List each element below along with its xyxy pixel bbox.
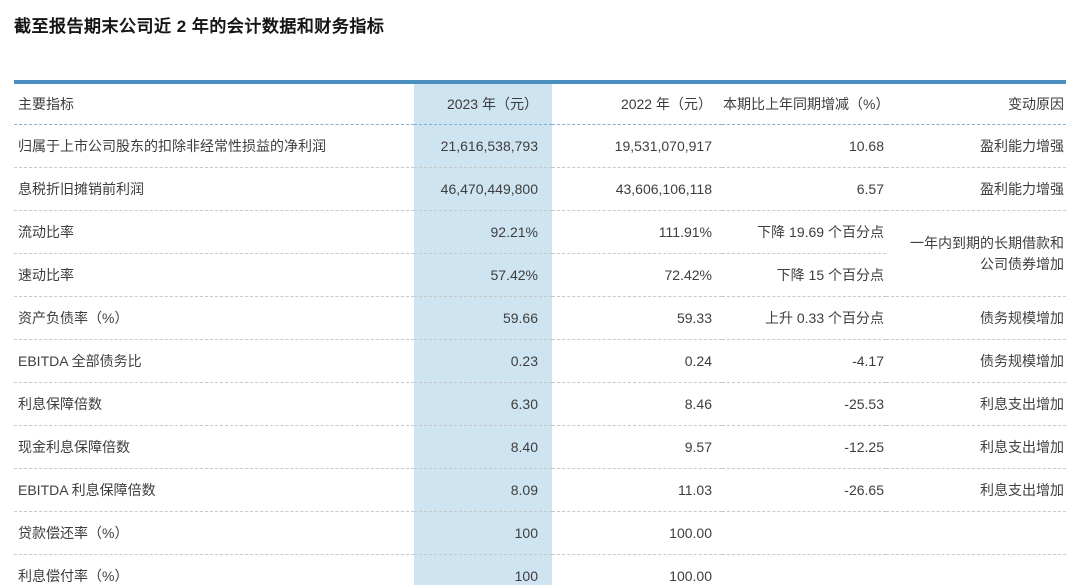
cell-y2023: 92.21% — [414, 210, 552, 254]
cell-y2023: 59.66 — [414, 296, 552, 340]
table-body: 归属于上市公司股东的扣除非经常性损益的净利润 21,616,538,793 19,5… — [14, 124, 1066, 585]
cell-change: 10.68 — [722, 124, 886, 168]
cell-y2022: 100.00 — [669, 568, 712, 584]
cell-y2023: 100 — [414, 511, 552, 555]
cell-indicator: 贷款偿还率（%） — [14, 511, 414, 555]
column-header-indicator: 主要指标 — [14, 82, 414, 125]
page-title: 截至报告期末公司近 2 年的会计数据和财务指标 — [14, 17, 385, 36]
cell-y2022: 43,606,106,118 — [552, 167, 722, 211]
cell-y2023: 6.30 — [414, 382, 552, 426]
cell-reason: 盈利能力增强 — [886, 167, 1066, 211]
cell-y2022: 111.91% — [552, 210, 722, 254]
cell-change: 上升 0.33 个百分点 — [722, 296, 886, 340]
cell-y2022: 59.33 — [552, 296, 722, 340]
cell-change: -12.25 — [722, 425, 886, 469]
cell-y2022: 0.24 — [552, 339, 722, 383]
column-header-2023: 2023 年（元） — [414, 82, 552, 125]
column-header-change: 本期比上年同期增减（%） — [722, 82, 889, 125]
cell-y2022: 8.46 — [552, 382, 722, 426]
cell-change — [722, 511, 886, 555]
table-row: 利息保障倍数 6.30 8.46 -25.53 利息支出增加 — [14, 382, 1066, 426]
cell-y2023: 21,616,538,793 — [414, 124, 552, 168]
table-row: 贷款偿还率（%） 100 100.00 — [14, 511, 1066, 555]
cell-indicator: 归属于上市公司股东的扣除非经常性损益的净利润 — [14, 124, 414, 168]
cell-change — [722, 555, 886, 585]
cell-change: -25.53 — [722, 382, 886, 426]
cell-y2022: 100.00 — [552, 511, 722, 555]
column-header-2022: 2022 年（元） — [552, 82, 722, 125]
cell-y2023: 8.40 — [414, 425, 552, 469]
cell-reason: 债务规模增加 — [886, 339, 1066, 383]
table-row: 现金利息保障倍数 8.40 9.57 -12.25 利息支出增加 — [14, 425, 1066, 469]
cell-reason — [886, 555, 1066, 585]
table-row: 速动比率 57.42% 72.42% 下降 15 个百分点 — [14, 253, 1066, 297]
cell-reason: 债务规模增加 — [886, 296, 1066, 340]
cell-y2022: 72.42% — [552, 253, 722, 297]
cell-y2023: 57.42% — [414, 253, 552, 297]
cell-indicator: 流动比率 — [14, 210, 414, 254]
cell-indicator: 利息保障倍数 — [14, 382, 414, 426]
cell-y2023: 46,470,449,800 — [414, 167, 552, 211]
table-header: 主要指标 2023 年（元） 2022 年（元） 本期比上年同期增减（%） 变动… — [14, 82, 1066, 125]
column-header-reason: 变动原因 — [886, 82, 1066, 125]
cell-reason: 一年内到期的长期借款和公司债券增加 — [886, 210, 1066, 297]
financial-indicators-table: 主要指标 2023 年（元） 2022 年（元） 本期比上年同期增减（%） 变动… — [14, 80, 1066, 585]
cell-reason — [886, 511, 1066, 555]
table-row: 归属于上市公司股东的扣除非经常性损益的净利润 21,616,538,793 19,5… — [14, 124, 1066, 168]
cell-reason: 盈利能力增强 — [886, 124, 1066, 168]
cell-reason: 利息支出增加 — [886, 425, 1066, 469]
cell-change: -26.65 — [722, 468, 886, 512]
cell-indicator: 利息偿付率（%） — [18, 568, 129, 584]
cell-indicator: 现金利息保障倍数 — [14, 425, 414, 469]
cell-reason: 利息支出增加 — [886, 382, 1066, 426]
cell-indicator: 速动比率 — [14, 253, 414, 297]
cell-reason: 利息支出增加 — [886, 468, 1066, 512]
table-row: EBITDA 利息保障倍数 8.09 11.03 -26.65 利息支出增加 — [14, 468, 1066, 512]
table-row: EBITDA 全部债务比 0.23 0.24 -4.17 债务规模增加 — [14, 339, 1066, 383]
table-row: 利息偿付率（%） 100 100.00 — [14, 554, 1066, 585]
cell-indicator: EBITDA 全部债务比 — [14, 339, 414, 383]
table-row: 流动比率 92.21% 111.91% 下降 19.69 个百分点 一年内到期的长期借款… — [14, 210, 1066, 297]
header-row: 主要指标 2023 年（元） 2022 年（元） 本期比上年同期增减（%） 变动… — [14, 82, 1066, 125]
cell-y2023: 0.23 — [414, 339, 552, 383]
cell-change: 下降 15 个百分点 — [722, 253, 886, 297]
cell-indicator: 资产负债率（%） — [14, 296, 414, 340]
cell-indicator: EBITDA 利息保障倍数 — [14, 468, 414, 512]
cell-y2023: 8.09 — [414, 468, 552, 512]
cell-change: 6.57 — [722, 167, 886, 211]
cell-indicator: 息税折旧摊销前利润 — [14, 167, 414, 211]
cell-y2022: 11.03 — [552, 468, 722, 512]
cell-y2022: 19,531,070,917 — [552, 124, 722, 168]
table-row: 资产负债率（%） 59.66 59.33 上升 0.33 个百分点 债务规模增加 — [14, 296, 1066, 340]
cell-y2022: 9.57 — [552, 425, 722, 469]
cell-y2023: 100 — [414, 554, 552, 585]
cell-change: 下降 19.69 个百分点 — [722, 210, 886, 254]
table-row: 息税折旧摊销前利润 46,470,449,800 43,606,106,118 6.5… — [14, 167, 1066, 211]
cell-change: -4.17 — [722, 339, 886, 383]
